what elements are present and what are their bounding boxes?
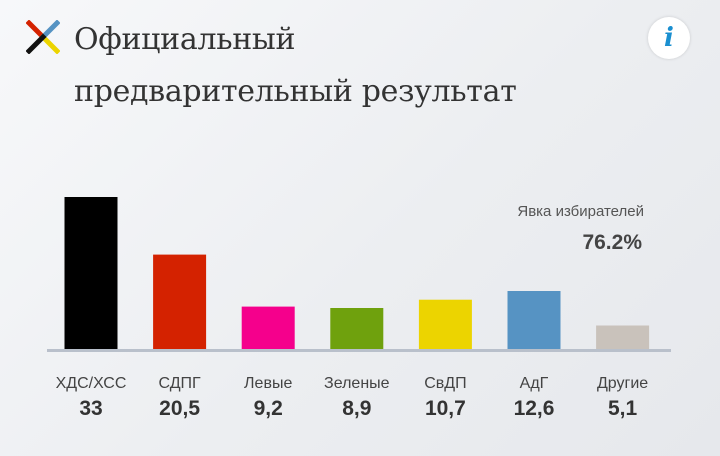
value-label: 8,9 <box>342 397 371 420</box>
category-label: ХДС/ХСС <box>56 375 127 392</box>
chart-baseline <box>47 349 671 352</box>
category-label: СвДП <box>424 375 466 392</box>
value-label: 33 <box>79 397 102 420</box>
value-label: 5,1 <box>608 397 638 420</box>
info-icon: i <box>664 23 674 53</box>
chart-title-line-2: предварительный результат <box>74 74 517 109</box>
chart-title: Официальный предварительный результат <box>74 14 517 118</box>
chart-title-line-1: Официальный <box>74 22 296 57</box>
value-label: 9,2 <box>254 397 283 420</box>
cross-logo-icon <box>26 20 60 54</box>
bar-4 <box>330 308 384 349</box>
category-label: Другие <box>597 375 648 392</box>
bar-2 <box>153 254 207 349</box>
bar-3 <box>241 306 295 349</box>
category-label: СДПГ <box>158 375 201 392</box>
turnout-value: 76.2% <box>582 231 642 254</box>
value-label: 10,7 <box>425 397 466 420</box>
category-label: Левые <box>244 375 292 392</box>
bar-7 <box>596 325 650 349</box>
category-label: Зеленые <box>324 375 390 392</box>
bar-6 <box>507 291 561 349</box>
bar-5 <box>418 299 472 349</box>
bar-1 <box>64 197 118 349</box>
value-label: 12,6 <box>514 397 555 420</box>
category-label: АдГ <box>520 375 549 392</box>
value-label: 20,5 <box>159 397 200 420</box>
turnout-label: Явка избирателей <box>517 203 644 220</box>
info-button[interactable]: i <box>648 17 690 59</box>
